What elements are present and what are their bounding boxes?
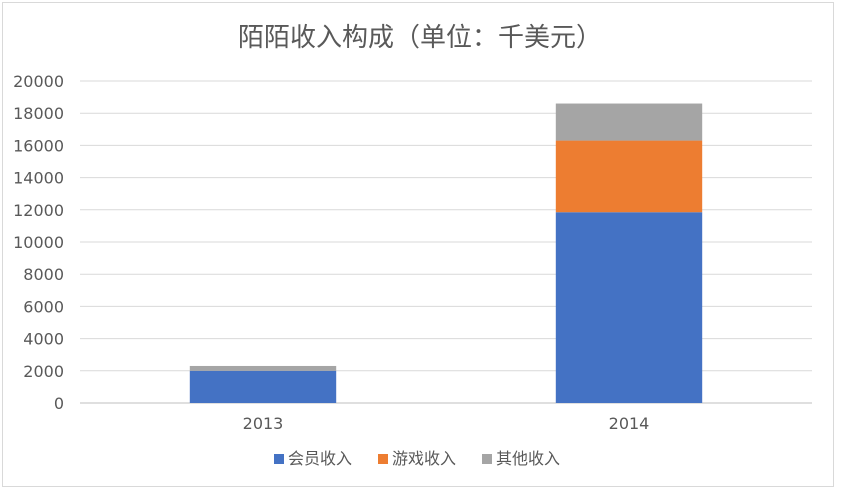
y-tick-label: 2000 <box>23 362 64 381</box>
legend-label: 游戏收入 <box>392 449 456 468</box>
y-tick-label: 12000 <box>13 201 64 220</box>
bar-segment <box>555 140 703 213</box>
x-tick-label: 2014 <box>609 414 650 433</box>
legend-swatch <box>274 454 284 464</box>
y-axis-ticks: 0 2000 4000 6000 8000 10000 12000 14000 16000 180… <box>13 72 64 413</box>
gridlines <box>80 80 812 404</box>
chart-title: 陌陌收入构成（单位：千美元） <box>238 23 602 53</box>
legend-swatch <box>378 454 388 464</box>
y-tick-label: 4000 <box>23 330 64 349</box>
legend-swatch <box>482 454 492 464</box>
x-axis-ticks: 2013 2014 <box>243 414 650 433</box>
bar-segment <box>555 212 703 403</box>
y-tick-label: 20000 <box>13 72 64 91</box>
y-tick-label: 10000 <box>13 233 64 252</box>
bar-segment <box>189 370 337 403</box>
bar-segment <box>189 365 337 371</box>
y-tick-label: 14000 <box>13 169 64 188</box>
y-tick-label: 18000 <box>13 104 64 123</box>
y-tick-label: 8000 <box>23 265 64 284</box>
legend-label: 其他收入 <box>496 449 560 468</box>
y-tick-label: 0 <box>54 394 64 413</box>
legend: 会员收入 游戏收入 其他收入 <box>274 449 560 468</box>
legend-label: 会员收入 <box>288 449 352 468</box>
x-tick-label: 2013 <box>243 414 284 433</box>
bars <box>189 103 703 403</box>
bar-segment <box>555 103 703 141</box>
y-tick-label: 16000 <box>13 136 64 155</box>
y-tick-label: 6000 <box>23 297 64 316</box>
